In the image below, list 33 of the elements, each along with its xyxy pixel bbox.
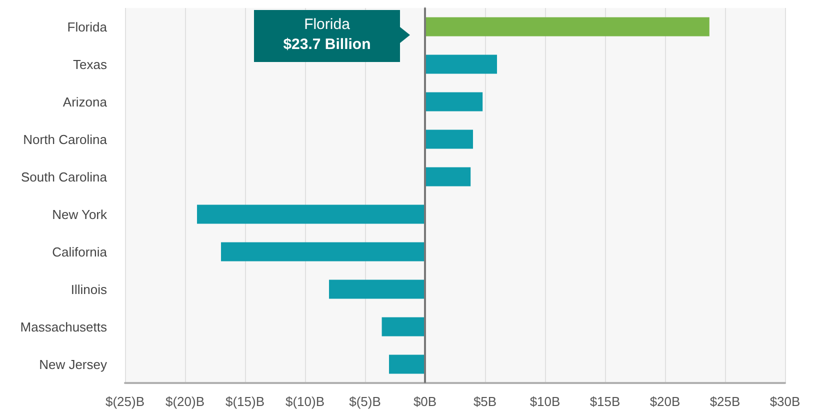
x-tick-label: $(25)B xyxy=(105,394,145,409)
bar xyxy=(425,17,710,36)
y-tick-label: Arizona xyxy=(62,94,108,110)
bar xyxy=(425,167,471,186)
y-tick-label: South Carolina xyxy=(21,169,108,184)
bar xyxy=(389,354,425,374)
x-tick-label: $30B xyxy=(770,394,800,409)
y-tick-label: California xyxy=(52,244,108,260)
bar xyxy=(197,204,425,224)
x-tick-label: $15B xyxy=(590,394,620,409)
y-tick-label: Florida xyxy=(67,19,108,34)
annotation: Florida $23.7 Billion xyxy=(282,14,372,55)
x-tick-label: $(20)B xyxy=(165,394,205,409)
bar xyxy=(329,280,425,299)
x-tick-label: $(10)B xyxy=(285,394,325,409)
bar xyxy=(382,317,425,336)
bar xyxy=(425,54,497,74)
x-tick-label: $0B xyxy=(413,394,437,409)
y-tick-label: New York xyxy=(52,206,108,222)
x-tick-label: $(15)B xyxy=(225,394,265,409)
x-tick-label: $5B xyxy=(473,394,497,409)
bar xyxy=(221,242,425,262)
x-tick-label: $25B xyxy=(710,394,740,409)
y-tick-label: North Carolina xyxy=(23,132,108,147)
bar xyxy=(425,92,483,112)
y-tick-label: New Jersey xyxy=(39,356,108,372)
y-tick-label: Illinois xyxy=(70,282,108,297)
x-tick-label: $10B xyxy=(530,394,560,409)
x-tick-label: $(5)B xyxy=(349,394,381,409)
y-tick-label: Massachusetts xyxy=(20,319,108,334)
x-tick-label: $20B xyxy=(650,394,680,409)
y-tick-label: Texas xyxy=(73,56,108,72)
bar xyxy=(425,130,473,149)
